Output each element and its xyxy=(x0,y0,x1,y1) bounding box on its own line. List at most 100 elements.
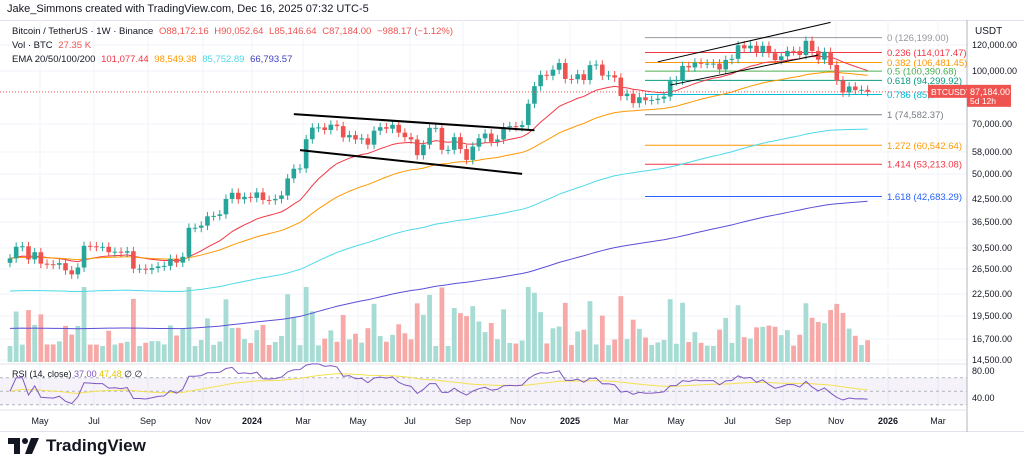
volume-bar xyxy=(285,294,291,362)
candle-body xyxy=(519,125,525,127)
candle-body xyxy=(717,63,722,70)
price-tick: 19,500.00 xyxy=(972,311,1012,321)
volume-bar xyxy=(649,344,655,362)
volume-label[interactable]: Vol · BTC xyxy=(12,40,53,51)
candle-body xyxy=(20,246,25,248)
candle-body xyxy=(390,124,395,129)
volume-bar xyxy=(7,346,13,362)
candle-body xyxy=(38,252,44,264)
volume-bar xyxy=(476,321,482,362)
candle-body xyxy=(192,227,198,229)
time-tick: 2025 xyxy=(560,416,580,426)
candle-body xyxy=(686,65,691,68)
candle-body xyxy=(414,139,420,156)
volume-bar xyxy=(309,311,315,362)
volume-bar xyxy=(692,332,698,362)
volume-bar xyxy=(741,337,747,362)
volume-bar xyxy=(390,334,395,362)
time-tick: 2024 xyxy=(242,416,262,426)
ema100-value: 85,752.89 xyxy=(202,54,245,65)
candle-body xyxy=(303,139,309,169)
volume-bar xyxy=(834,303,840,362)
open-value: O88,172.16 xyxy=(158,26,209,37)
price-tick: 42,500.00 xyxy=(972,194,1012,204)
time-tick: Nov xyxy=(195,416,212,426)
volume-bar xyxy=(414,303,420,362)
candle-body xyxy=(525,103,531,126)
volume-bar xyxy=(482,332,488,362)
volume-bar xyxy=(513,343,519,362)
volume-bar xyxy=(852,335,858,362)
candle-body xyxy=(421,144,426,156)
brand-name: TradingView xyxy=(46,436,146,455)
candle-body xyxy=(803,40,809,55)
candle-body xyxy=(852,86,858,91)
rsi-legend[interactable]: RSI (14, close) 37.00 47.48 ∅ ∅ xyxy=(12,369,142,380)
ema-label[interactable]: EMA 20/50/100/200 xyxy=(12,54,96,65)
time-tick: Jul xyxy=(88,416,100,426)
volume-bar xyxy=(420,314,426,362)
volume-bar xyxy=(599,315,605,362)
time-axis: May Jul Sep Nov 2024 Mar May Jul Sep Nov 2025 Mar Ma… xyxy=(0,409,967,426)
candle-body xyxy=(513,126,519,128)
candle-body xyxy=(260,192,266,200)
candle-body xyxy=(445,149,451,151)
volume-bar xyxy=(766,325,772,362)
candle-body xyxy=(470,146,476,160)
candle-body xyxy=(13,246,19,259)
volume-bar xyxy=(451,308,457,362)
volume-bar xyxy=(118,343,124,362)
candle-body xyxy=(297,168,303,170)
volume-bar xyxy=(828,310,834,362)
candle-body xyxy=(501,127,506,140)
candle-body xyxy=(248,196,253,198)
volume-bar xyxy=(124,341,130,362)
chart-legend: Bitcoin / TetherUS · 1W · Binance O88,17… xyxy=(12,25,456,67)
price-tick: 36,500.00 xyxy=(972,217,1012,227)
candle-body xyxy=(211,215,216,217)
ema20-line xyxy=(9,55,868,263)
change-value: −988.17 (−1.12%) xyxy=(376,26,454,37)
volume-bar xyxy=(223,299,229,362)
candle-body xyxy=(124,251,130,253)
candle-body xyxy=(550,69,556,76)
candle-body xyxy=(606,75,611,77)
volume-bar xyxy=(859,345,864,362)
volume-bar xyxy=(544,343,550,362)
volume-bar xyxy=(562,302,568,362)
tradingview-logo[interactable]: TradingView xyxy=(8,436,146,456)
candles xyxy=(7,36,870,279)
volume-bar xyxy=(630,319,636,362)
time-tick: Mar xyxy=(930,416,946,426)
price-tick: 26,500.00 xyxy=(972,264,1012,274)
volume-bar xyxy=(149,341,155,362)
volume-bar xyxy=(495,339,500,362)
candle-body xyxy=(143,268,149,270)
candle-body xyxy=(581,74,587,81)
currency-label: USDT xyxy=(975,26,1002,37)
volume-bar xyxy=(618,296,624,362)
candle-body xyxy=(198,225,204,228)
candle-body xyxy=(538,74,543,87)
volume-bar xyxy=(809,317,815,362)
volume-bar xyxy=(137,346,142,362)
time-tick: Sep xyxy=(455,416,471,426)
candle-body xyxy=(69,270,74,275)
volume-bar xyxy=(606,345,611,362)
volume-bar xyxy=(723,317,729,362)
candle-body xyxy=(106,246,112,253)
fib-level-label: 0.618 (94,299.92) xyxy=(887,76,962,87)
candle-body xyxy=(834,64,840,81)
candle-body xyxy=(347,135,352,138)
candle-body xyxy=(630,93,636,104)
volume-bar xyxy=(655,342,661,362)
price-tick: 70,000.00 xyxy=(972,119,1012,129)
volume-bar xyxy=(186,287,192,362)
time-tick: May xyxy=(349,416,367,426)
candle-body xyxy=(310,127,315,140)
volume-bar xyxy=(686,341,692,362)
symbol-info[interactable]: Bitcoin / TetherUS · 1W · Binance xyxy=(12,26,154,37)
volume-bar xyxy=(93,344,99,362)
